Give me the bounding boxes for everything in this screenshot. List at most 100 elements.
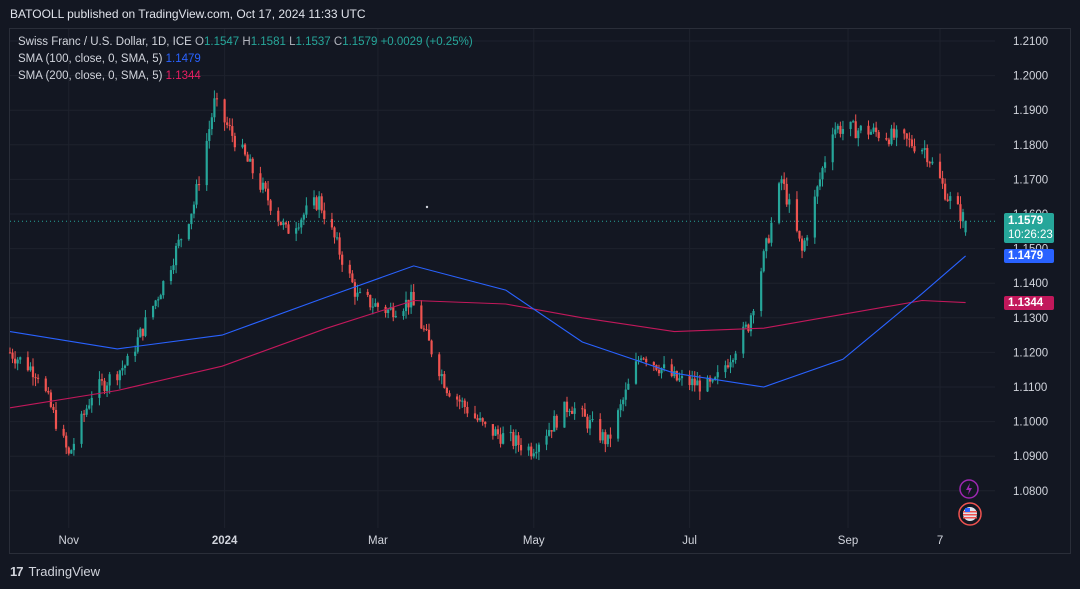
candle-body (422, 328, 426, 330)
lightning-event-icon[interactable] (957, 477, 981, 501)
candle-body (448, 393, 451, 397)
candle-body (11, 352, 14, 359)
candle-body (241, 144, 244, 148)
candle-body (729, 362, 732, 368)
brand-name: TradingView (28, 564, 101, 579)
candle-body (108, 374, 111, 386)
candle-body (174, 245, 178, 266)
candle-body (320, 196, 323, 211)
candle-body (734, 353, 737, 361)
candle-body (931, 161, 934, 164)
cursor-dot (425, 205, 429, 209)
legend-h-value: 1.1581 (250, 36, 286, 48)
candle-body (14, 358, 17, 364)
candle-body (116, 374, 119, 381)
candle-body (926, 148, 929, 163)
candle-body (849, 121, 852, 130)
candle-body (831, 134, 834, 163)
candle-body (785, 183, 788, 205)
candle-body (675, 371, 678, 381)
candle-body (583, 409, 586, 417)
candle-body (37, 377, 40, 379)
candle-body (887, 139, 891, 145)
candle-body (714, 377, 717, 380)
candle-body (269, 200, 272, 211)
legend-l-label: L (289, 36, 296, 48)
candle-body (928, 162, 931, 164)
candle-body (747, 324, 750, 332)
tradingview-branding[interactable]: 17 TradingView (10, 564, 100, 579)
candle-body (816, 186, 819, 197)
last-price-value: 1.1579 (1008, 215, 1044, 227)
candle-body (330, 218, 334, 228)
candle-body (765, 238, 768, 252)
legend-sma200-label[interactable]: SMA (200, close, 0, SMA, 5) (18, 70, 163, 82)
candle-body (586, 416, 589, 429)
candle-body (456, 396, 459, 400)
candle-body (599, 419, 602, 441)
candle-body (369, 294, 372, 308)
candle-body (249, 158, 252, 162)
candle-body (261, 182, 265, 190)
candle-body (277, 210, 280, 222)
candle-body (724, 365, 727, 373)
candle-body (609, 434, 612, 439)
candle-body (159, 295, 162, 300)
candle-body (70, 450, 73, 454)
legend-sma100-value: 1.1479 (165, 53, 201, 65)
candle-body (65, 435, 68, 448)
candle-body (639, 358, 643, 360)
candle-body (571, 410, 574, 414)
candle-body (466, 406, 469, 414)
candle-body (62, 428, 65, 436)
legend-sma100-row: SMA (100, close, 0, SMA, 5) 1.1479 (18, 51, 473, 68)
legend-sma100-label[interactable]: SMA (100, close, 0, SMA, 5) (18, 53, 163, 65)
price-tick-label: 1.1800 (1013, 140, 1048, 152)
candle-body (420, 305, 423, 329)
candle-body (877, 132, 880, 139)
candle-body (744, 324, 747, 327)
candle-body (530, 446, 533, 457)
candle-body (565, 401, 569, 413)
candle-body (624, 389, 627, 400)
candle-body (857, 130, 860, 139)
candle-body (568, 410, 571, 413)
candle-body (777, 183, 781, 223)
legend-symbol[interactable]: Swiss Franc / U.S. Dollar, 1D, ICE (18, 36, 192, 48)
candle-body (353, 282, 357, 297)
candle-body (177, 239, 180, 246)
time-tick-label: Nov (59, 535, 80, 547)
time-tick-label: Mar (368, 535, 388, 547)
candle-body (412, 291, 415, 306)
candle-body (282, 222, 285, 226)
legend-l-value: 1.1537 (295, 36, 331, 48)
countdown-timer: 10:26:23 (1008, 229, 1053, 241)
chart-frame (9, 28, 1071, 554)
candle-body (231, 126, 234, 136)
candle-body (627, 383, 630, 390)
candle-body (123, 365, 127, 368)
candle-body (834, 129, 837, 135)
candle-body (287, 224, 290, 234)
candle-body (438, 354, 441, 377)
candle-body (875, 127, 878, 133)
candle-body (351, 273, 354, 283)
candle-body (484, 421, 487, 425)
candle-body (210, 117, 213, 130)
candle-body (762, 251, 765, 272)
candle-body (959, 204, 962, 222)
candle-body (591, 419, 594, 421)
candle-body (348, 264, 351, 274)
candle-body (29, 366, 32, 371)
candle-body (867, 125, 870, 135)
candle-body (404, 299, 408, 312)
candles (8, 90, 967, 461)
candle-body (662, 364, 666, 369)
candle-body (657, 369, 661, 374)
candle-body (387, 309, 390, 314)
us-flag-event-icon[interactable] (957, 501, 983, 527)
candle-body (246, 154, 249, 162)
candle-body (606, 434, 609, 445)
candle-body (126, 355, 129, 366)
